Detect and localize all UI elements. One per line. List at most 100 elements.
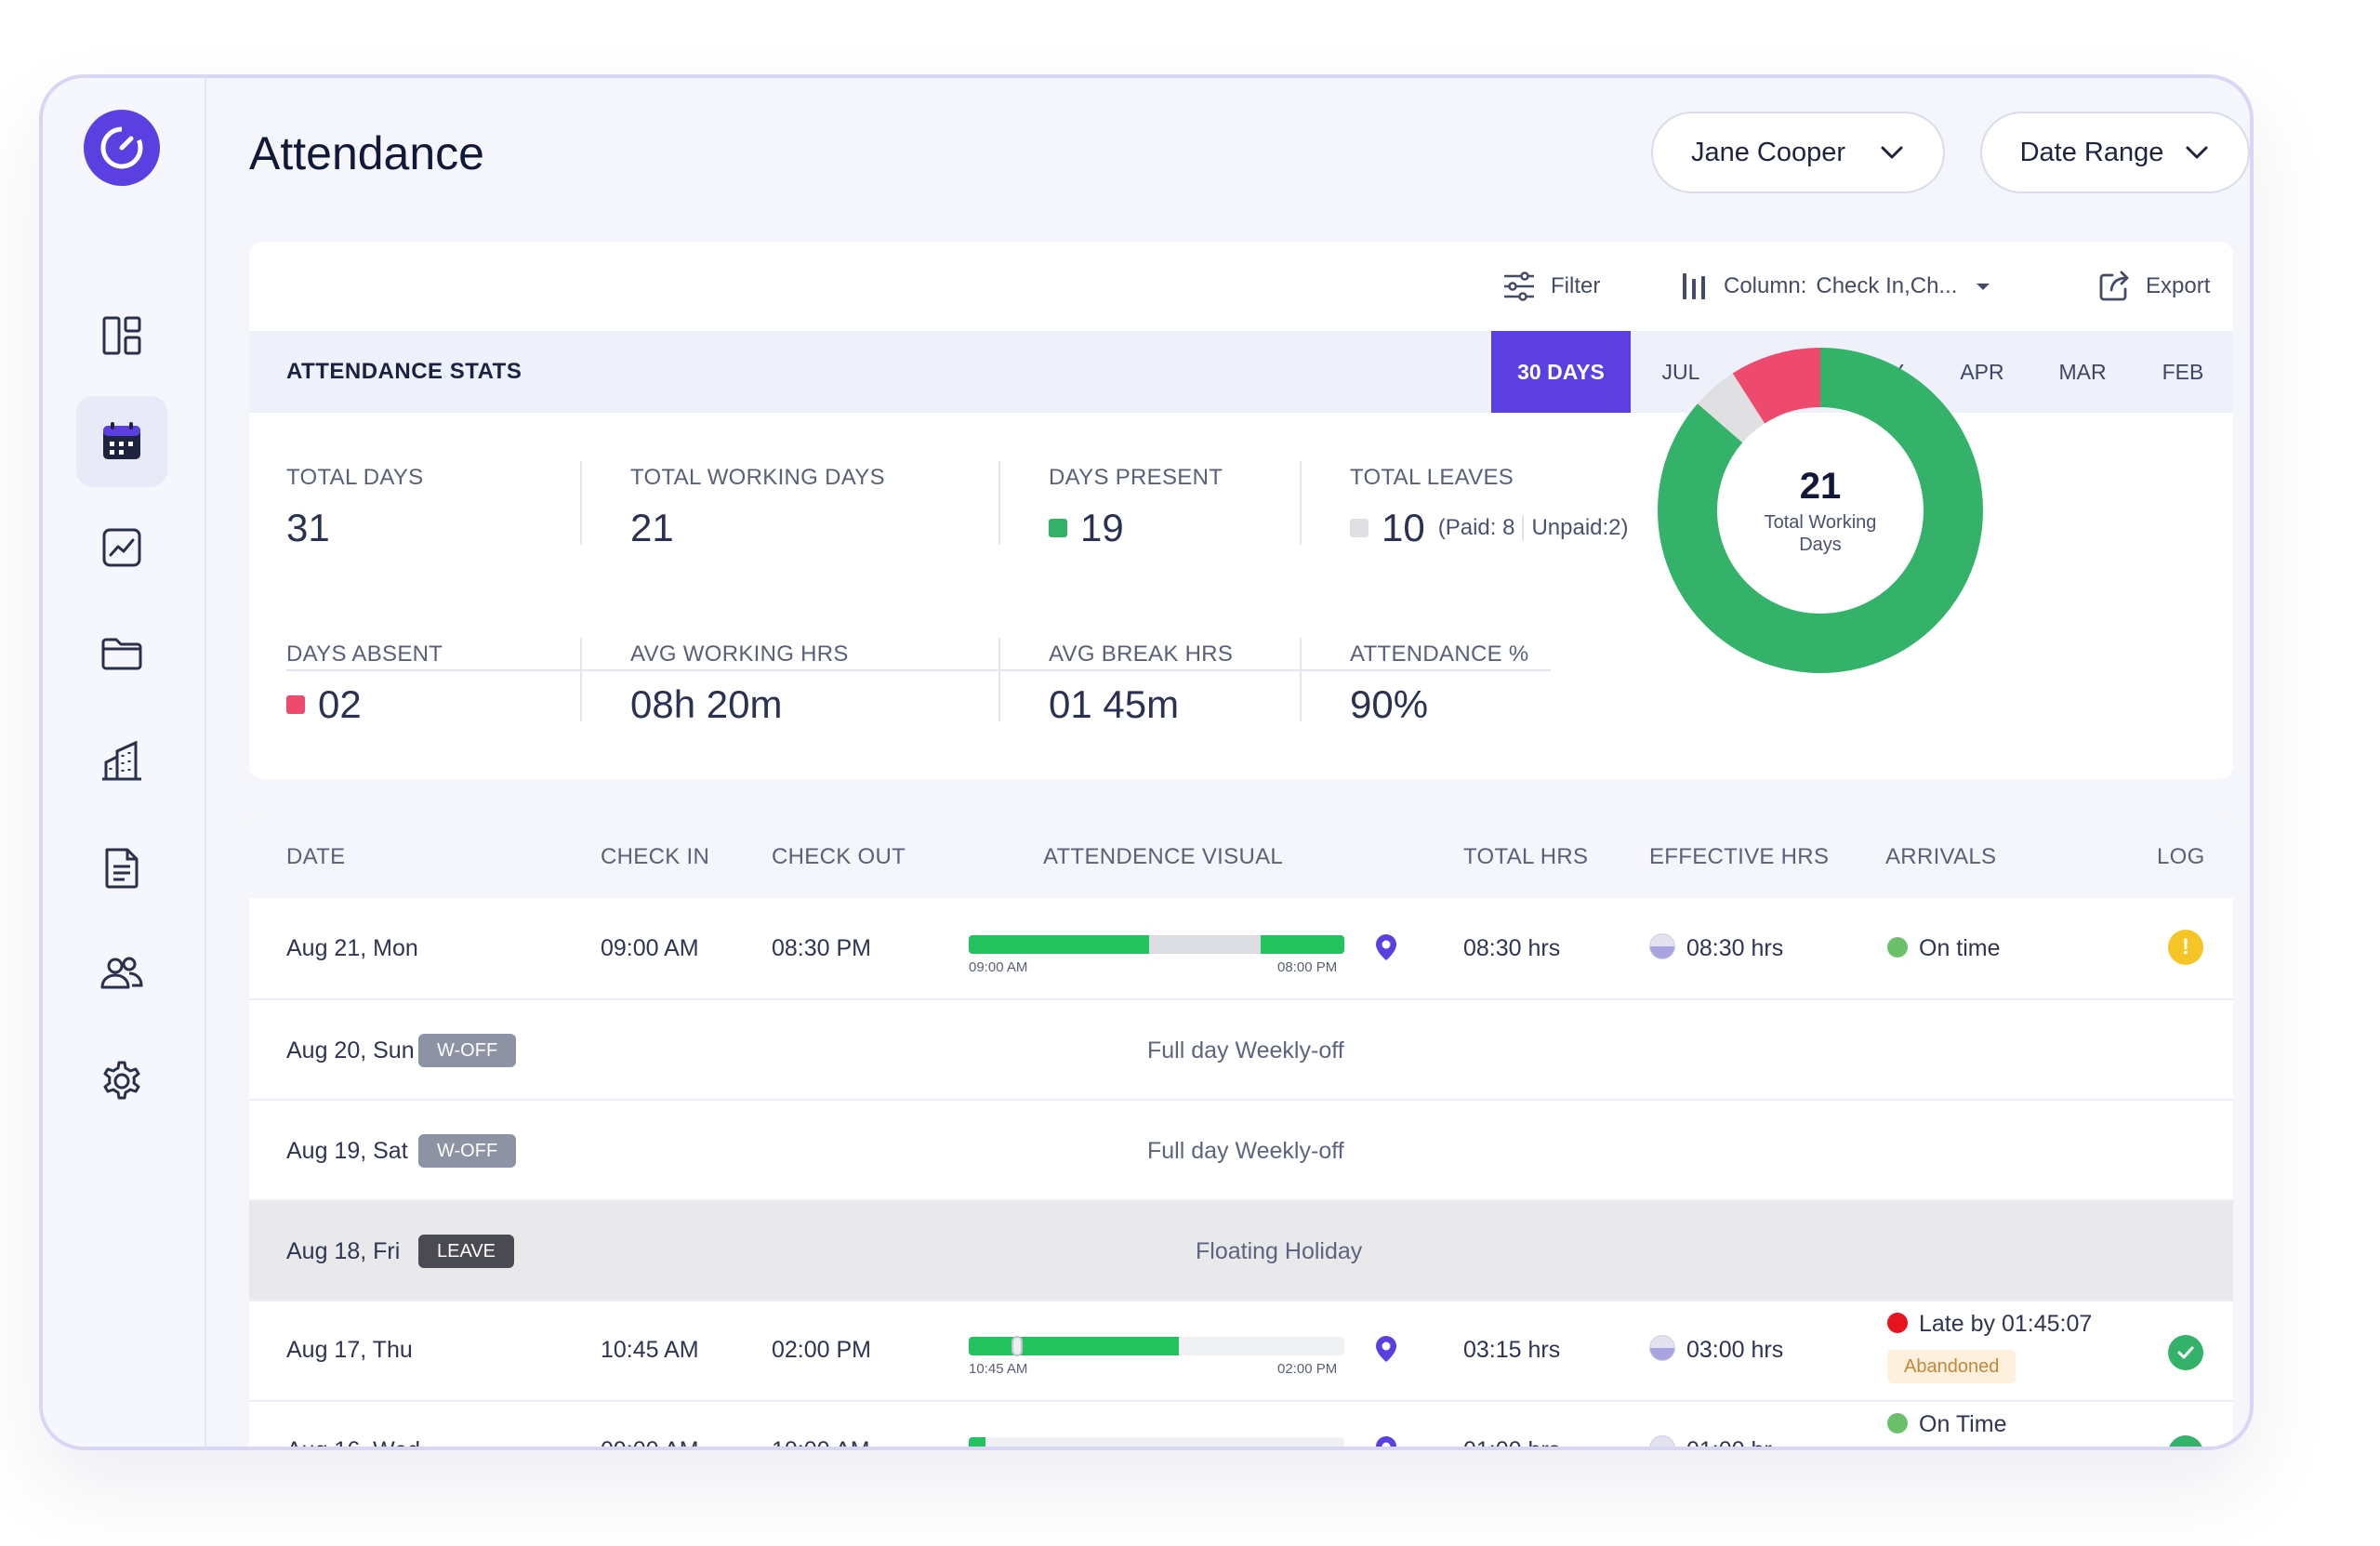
effective-hours-indicator-icon [1649, 1335, 1675, 1361]
stat-total-days: TOTAL DAYS 31 [286, 465, 423, 550]
attendance-stats-card: Filter Column: Check In,Ch... Export [249, 242, 2233, 779]
sidebar-item-attendance[interactable] [76, 396, 167, 487]
arrival-status-dot [1887, 1313, 1908, 1333]
table-row[interactable]: Aug 21, Mon 09:00 AM 08:30 PM 09:00 AM 0… [249, 898, 2233, 1000]
col-check-out[interactable]: CHECK OUT [772, 844, 906, 869]
sidebar-item-documents[interactable] [76, 822, 167, 913]
log-check-icon[interactable] [2168, 1435, 2203, 1450]
table-row[interactable]: Aug 16, Wed 09:00 AM 10:00 AM 01:00 hrs … [249, 1402, 2233, 1450]
working-days-donut-chart [1658, 348, 1983, 673]
location-pin-icon[interactable] [1372, 932, 1400, 963]
tab-feb[interactable]: FEB [2162, 359, 2204, 384]
export-button[interactable]: Export [2096, 268, 2210, 305]
stat-attendance-percent: ATTENDANCE % 90% [1350, 641, 1529, 727]
col-attendance-visual[interactable]: ATTENDENCE VISUAL [1043, 844, 1284, 869]
page-title: Attendance [249, 127, 484, 179]
app-logo[interactable] [84, 110, 160, 186]
timer-logo-icon [100, 126, 143, 169]
row-effective-hrs: 08:30 hrs [1686, 935, 1784, 961]
present-legend-square [1049, 519, 1067, 537]
row-arrival: Late by 01:45:07 [1919, 1311, 2093, 1337]
export-label: Export [2146, 273, 2211, 298]
dashboard-icon [102, 316, 141, 355]
leave-badge: LEAVE [418, 1235, 514, 1268]
stat-label: ATTENDANCE % [1350, 641, 1529, 667]
table-row[interactable]: Aug 18, Fri LEAVE Floating Holiday [249, 1201, 2233, 1302]
avg-working-value: 08h 20m [630, 682, 783, 726]
export-icon [2099, 271, 2129, 301]
location-pin-icon[interactable] [1372, 1434, 1400, 1450]
stat-value: 19 [1049, 506, 1223, 550]
location-pin-icon[interactable] [1372, 1333, 1400, 1365]
row-effective-hrs: 03:00 hrs [1686, 1337, 1784, 1363]
row-check-out: 02:00 PM [772, 1337, 872, 1363]
date-range-select[interactable]: Date Range [1980, 112, 2250, 193]
total-days-value: 31 [286, 506, 330, 549]
log-warning-icon[interactable]: ! [2168, 930, 2203, 965]
row-date: Aug 20, Sun [286, 1037, 415, 1064]
attendance-table: DATE CHECK IN CHECK OUT ATTENDENCE VISUA… [249, 813, 2233, 1450]
row-effective-hrs: 01:00 hr [1686, 1437, 1772, 1450]
sidebar-item-files[interactable] [76, 608, 167, 699]
divider [1300, 638, 1302, 721]
sidebar [43, 78, 206, 1447]
row-check-in: 09:00 AM [601, 935, 699, 961]
log-check-icon[interactable] [2168, 1335, 2203, 1370]
leaves-unpaid: Unpaid:2) [1522, 515, 1629, 541]
weekly-off-badge: W-OFF [418, 1034, 517, 1067]
stat-label: AVG WORKING HRS [630, 641, 849, 667]
row-total-hrs: 01:00 hrs [1463, 1437, 1561, 1450]
checkmark-icon [2175, 1443, 2196, 1450]
users-icon [100, 957, 143, 989]
stat-total-working-days: TOTAL WORKING DAYS 21 [630, 465, 885, 550]
divider [1300, 461, 1302, 545]
sidebar-item-settings[interactable] [76, 1036, 167, 1127]
tab-mar[interactable]: MAR [2058, 359, 2107, 384]
stat-label: TOTAL WORKING DAYS [630, 465, 885, 490]
divider [998, 461, 1000, 545]
row-check-in: 09:00 AM [601, 1437, 699, 1450]
leave-legend-square [1350, 519, 1368, 537]
sidebar-item-company[interactable] [76, 716, 167, 807]
stat-days-present: DAYS PRESENT 19 [1049, 465, 1223, 550]
column-select[interactable]: Column: Check In,Ch... [1677, 268, 1992, 305]
tab-jul[interactable]: JUL [1661, 359, 1700, 384]
sidebar-item-dashboard[interactable] [76, 290, 167, 381]
col-effective-hrs[interactable]: EFFECTIVE HRS [1649, 844, 1830, 869]
arrival-status-dot [1887, 937, 1908, 958]
employee-select[interactable]: Jane Cooper [1651, 112, 1945, 193]
table-row[interactable]: Aug 19, Sat W-OFF Full day Weekly-off [249, 1101, 2233, 1201]
divider [998, 638, 1000, 721]
table-header: DATE CHECK IN CHECK OUT ATTENDENCE VISUA… [249, 813, 2233, 898]
sidebar-item-team[interactable] [76, 928, 167, 1019]
stat-avg-working-hrs: AVG WORKING HRS 08h 20m [630, 641, 849, 727]
sidebar-item-reports[interactable] [76, 502, 167, 593]
tab-apr[interactable]: APR [1960, 359, 2004, 384]
row-note: Floating Holiday [1196, 1238, 1363, 1264]
stat-label: DAYS ABSENT [286, 641, 443, 667]
row-check-in: 10:45 AM [601, 1337, 699, 1363]
effective-hours-indicator-icon [1649, 933, 1675, 959]
donut-center: 21 Total Working Days [1704, 394, 1937, 627]
worked-segment [969, 1337, 1179, 1355]
absent-legend-square [286, 695, 305, 714]
col-log[interactable]: LOG [2157, 844, 2205, 869]
filter-button[interactable]: Filter [1501, 268, 1600, 305]
filter-label: Filter [1551, 273, 1601, 298]
table-row[interactable]: Aug 20, Sun W-OFF Full day Weekly-off [249, 1000, 2233, 1101]
col-check-in[interactable]: CHECK IN [601, 844, 710, 869]
chevron-down-icon [2186, 146, 2208, 159]
row-note: Full day Weekly-off [1147, 1037, 1344, 1064]
chevron-down-icon [1881, 146, 1903, 159]
donut-caption-line-1: Total Working [1764, 511, 1877, 533]
col-date[interactable]: DATE [286, 844, 346, 869]
worked-segment [969, 935, 1149, 954]
table-row[interactable]: Aug 17, Thu 10:45 AM 02:00 PM 10:45 AM 0… [249, 1302, 2233, 1402]
col-total-hrs[interactable]: TOTAL HRS [1463, 844, 1589, 869]
attendance-pct-value: 90% [1350, 682, 1429, 726]
bar-start-label: 09:00 AM [969, 959, 1028, 975]
donut-caption-line-2: Days [1799, 534, 1842, 555]
col-arrivals[interactable]: ARRIVALS [1885, 844, 1997, 869]
effective-hours-indicator-icon [1649, 1435, 1675, 1447]
tab-30-days[interactable]: 30 DAYS [1491, 331, 1631, 413]
